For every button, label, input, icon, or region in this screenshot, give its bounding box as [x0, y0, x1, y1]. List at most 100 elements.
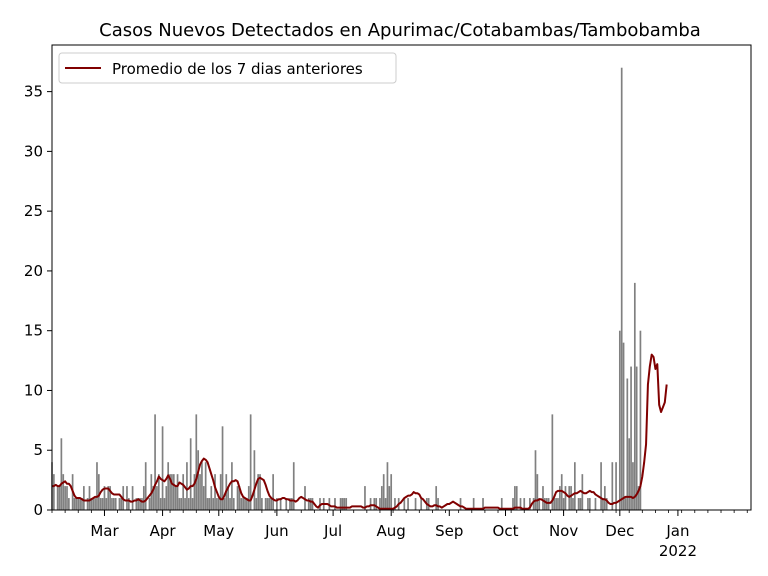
- bar: [126, 486, 128, 510]
- bar: [120, 498, 123, 510]
- bar: [600, 462, 602, 510]
- bar: [223, 498, 226, 510]
- bar: [560, 474, 563, 510]
- y-axis: 0 5 10 15 20 25 30 35: [24, 83, 52, 519]
- bar: [557, 498, 559, 510]
- bar: [379, 498, 381, 510]
- bar: [227, 486, 229, 510]
- bar: [307, 498, 310, 510]
- bar: [384, 498, 387, 510]
- bar: [319, 498, 321, 510]
- bar: [135, 498, 138, 510]
- bar: [544, 498, 546, 510]
- x-tick-label: May: [203, 522, 234, 540]
- bar: [114, 498, 117, 510]
- bar: [199, 474, 201, 510]
- bar: [79, 498, 81, 510]
- legend: Promedio de los 7 dias anteriores: [58, 52, 397, 84]
- bar: [620, 67, 623, 511]
- bar: [615, 462, 617, 510]
- bar: [635, 366, 638, 510]
- bar: [86, 498, 89, 510]
- bar: [375, 498, 378, 510]
- y-tick-label: 5: [33, 441, 43, 459]
- bar: [628, 438, 631, 510]
- bar: [390, 474, 393, 510]
- bar: [176, 474, 179, 510]
- bar: [236, 486, 239, 510]
- bar: [594, 498, 597, 510]
- bar: [579, 498, 582, 510]
- bar: [257, 474, 259, 510]
- bar: [553, 498, 556, 510]
- bar: [64, 486, 66, 510]
- bar: [244, 498, 246, 510]
- bar: [564, 486, 567, 510]
- bar: [364, 486, 366, 510]
- bar: [99, 498, 102, 510]
- bar: [388, 486, 391, 510]
- x-axis: Mar Apr May Jun Jul Aug Sep Oct Nov Dec Jan 2022: [51, 510, 748, 560]
- bar: [270, 498, 273, 510]
- bar: [141, 498, 143, 510]
- bar: [88, 486, 91, 510]
- bar: [163, 498, 166, 510]
- bar: [373, 498, 376, 510]
- bar: [73, 498, 76, 510]
- bar: [90, 498, 93, 510]
- bar: [562, 498, 565, 510]
- y-tick-label: 30: [24, 142, 43, 160]
- x-tick-label: Sep: [435, 522, 463, 540]
- bar: [339, 498, 342, 510]
- bar: [519, 498, 522, 510]
- bar: [148, 498, 151, 510]
- legend-box: [58, 52, 397, 84]
- bar: [68, 498, 70, 510]
- bar: [437, 498, 439, 510]
- bar: [482, 498, 484, 510]
- bar: [264, 498, 267, 510]
- average-line-layer: [52, 353, 668, 510]
- bar: [161, 426, 164, 510]
- bar: [588, 498, 591, 510]
- bar: [587, 498, 589, 510]
- bar: [532, 498, 535, 510]
- bar: [66, 486, 68, 510]
- bar: [523, 498, 526, 510]
- x-tick-label: Oct: [493, 522, 519, 540]
- bar: [247, 486, 250, 510]
- bar: [206, 498, 209, 510]
- bar: [214, 474, 216, 510]
- bar: [186, 462, 188, 510]
- bar: [555, 498, 557, 510]
- bar: [204, 462, 207, 510]
- x-tick-label: Mar: [90, 522, 119, 540]
- bar-series: [51, 67, 642, 511]
- bar: [240, 498, 243, 510]
- bar: [292, 462, 295, 510]
- bar: [534, 450, 537, 510]
- bar: [459, 498, 462, 510]
- bar: [343, 498, 346, 510]
- bar: [542, 486, 544, 510]
- bar: [268, 498, 271, 510]
- bar: [603, 486, 606, 510]
- bar: [386, 462, 389, 510]
- bar: [131, 486, 134, 510]
- bar: [559, 486, 561, 510]
- bar: [536, 474, 539, 510]
- bar: [622, 342, 625, 510]
- bar: [328, 498, 331, 510]
- bar: [210, 486, 213, 510]
- bar: [427, 498, 430, 510]
- bar: [266, 498, 269, 510]
- bar: [611, 462, 614, 510]
- bar: [178, 498, 181, 510]
- x-tick-label: Jun: [264, 522, 288, 540]
- bar: [279, 498, 282, 510]
- bar: [217, 498, 220, 510]
- bar: [289, 498, 291, 510]
- bar: [572, 498, 574, 510]
- bar: [632, 462, 634, 510]
